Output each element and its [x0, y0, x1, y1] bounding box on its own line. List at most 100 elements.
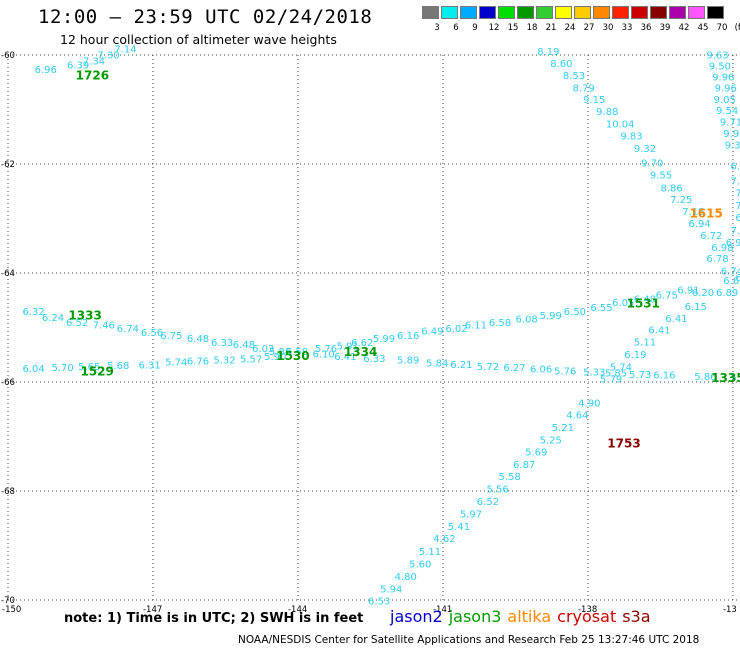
wave-height-value: 5.89	[397, 355, 419, 366]
wave-height-value: 6.15	[685, 302, 707, 313]
wave-height-value: 5.99	[540, 311, 562, 322]
colorbar-swatch	[593, 6, 610, 19]
wave-height-value: 6.05	[612, 298, 634, 309]
wave-height-value: 6.32	[22, 307, 44, 318]
colorbar-label: 15	[507, 23, 519, 33]
wave-height-value: 9.15	[583, 95, 605, 106]
wave-height-value: 6.48	[233, 340, 255, 351]
wave-height-value: 6.48	[634, 294, 656, 305]
wave-height-value: 4.64	[566, 411, 588, 422]
colorbar-swatch	[498, 6, 515, 19]
wave-height-value: 9.88	[596, 107, 618, 118]
colorbar-swatch	[422, 6, 439, 19]
colorbar-label: 24	[564, 23, 576, 33]
wave-height-value: 9.71	[720, 117, 740, 128]
colorbar-label: 45	[697, 23, 709, 33]
wave-height-value: 6.27	[503, 363, 525, 374]
wave-height-value: 6.52	[477, 497, 499, 508]
pass-time-label: 1753	[607, 436, 640, 450]
wave-height-value: 9.55	[650, 171, 672, 182]
wave-height-value: 6.72	[700, 231, 722, 242]
wave-height-value: 9.50	[709, 62, 731, 73]
wave-height-value: 7.14	[114, 44, 136, 55]
colorbar-label: 27	[583, 23, 595, 33]
wave-height-value: 6.56	[141, 328, 163, 339]
wave-height-value: 6.50	[564, 307, 586, 318]
wave-height-value: 9.34	[725, 141, 740, 152]
wave-height-value: 5.65	[78, 362, 100, 373]
wave-height-value: 6.10	[312, 349, 334, 360]
wave-height-value: 6.94	[688, 219, 710, 230]
colorbar-swatch	[536, 6, 553, 19]
wave-height-value: 8.53	[563, 71, 585, 82]
wave-height-value: 5.70	[51, 363, 73, 374]
wave-height-value: 9.05	[714, 95, 736, 106]
wave-height-value: 5.94	[380, 584, 402, 595]
lon-tick-label: -13	[723, 605, 737, 615]
wave-height-value: 6.88	[731, 161, 740, 172]
colorbar-label: 18	[526, 23, 538, 33]
legend-jason2: jason2	[390, 607, 443, 626]
wave-height-value: 6.74	[117, 324, 139, 335]
wave-height-value: 5.11	[634, 337, 656, 348]
colorbar-label: 42	[678, 23, 690, 33]
legend-cryosat: cryosat	[557, 607, 617, 626]
wave-height-value: 5.32	[213, 355, 235, 366]
lat-tick-label: -68	[1, 487, 15, 497]
wave-height-value: 7.9	[735, 189, 740, 200]
legend-altika: altika	[507, 607, 552, 626]
colorbar-swatch	[631, 6, 648, 19]
wave-height-value: 5.74	[165, 358, 187, 369]
legend-jason3: jason3	[448, 607, 502, 626]
note-text: note: 1) Time is in UTC; 2) SWH is in fe…	[64, 611, 364, 626]
wave-height-value: 7.30	[97, 50, 119, 61]
wave-height-value: 7.18	[682, 207, 704, 218]
wave-height-value: 6.11	[465, 321, 487, 332]
colorbar-label: 9	[472, 23, 478, 33]
wave-height-value: 6.90	[726, 238, 740, 249]
pass-time-label: 1529	[80, 364, 113, 378]
lat-tick-label: -66	[1, 378, 15, 388]
colorbar-swatch	[460, 6, 477, 19]
wave-height-value: 9.63	[706, 50, 728, 61]
wave-height-value: 6.03	[252, 344, 274, 355]
colorbar-swatch	[669, 6, 686, 19]
page-title: 12:00 — 23:59 UTC 02/24/2018	[38, 6, 373, 28]
wave-height-value: 6.96	[35, 65, 57, 76]
pass-time-label: 1530	[276, 349, 309, 363]
wave-height-value: 5.90	[264, 352, 286, 363]
wave-height-value: 6.62	[351, 338, 373, 349]
colorbar-swatch	[441, 6, 458, 19]
wave-height-value: 5.25	[540, 436, 562, 447]
wave-height-value: 5.56	[486, 485, 508, 496]
wave-height-value: 6.91	[677, 286, 699, 297]
wave-height-value: 6.04	[22, 364, 44, 375]
wave-height-value: 8.79	[572, 84, 594, 95]
lat-tick-label: -70	[1, 596, 15, 606]
pass-time-label: 1335	[711, 371, 740, 385]
lat-tick-label: -60	[1, 51, 15, 61]
lon-tick-label: -150	[2, 605, 21, 615]
wave-height-value: 9.96	[715, 84, 737, 95]
colorbar-label: 12	[488, 23, 500, 33]
wave-height-value: 6.75	[656, 291, 678, 302]
lon-tick-label: -147	[143, 605, 162, 615]
pass-time-label: 1531	[627, 296, 660, 310]
wave-height-value: 5.5	[731, 373, 740, 384]
colorbar-label: 39	[659, 23, 671, 33]
wave-height-value: 5.99	[373, 334, 395, 345]
colorbar-swatch	[688, 6, 705, 19]
wave-height-value: 6.16	[653, 371, 675, 382]
wave-height-value: 8.19	[537, 47, 559, 58]
wave-height-value: 6.21	[450, 360, 472, 371]
colorbar-swatch	[612, 6, 629, 19]
wave-height-value: 9.96	[712, 73, 734, 84]
wave-height-value: 5.33	[583, 367, 605, 378]
wave-height-value: 4.90	[578, 399, 600, 410]
wave-height-value: 6.41	[648, 325, 670, 336]
wave-height-value: 7.34	[83, 56, 105, 67]
colorbar-label: 33	[621, 23, 633, 33]
wave-height-value: 9.83	[620, 131, 642, 142]
wave-height-value: 5.86	[694, 372, 716, 383]
